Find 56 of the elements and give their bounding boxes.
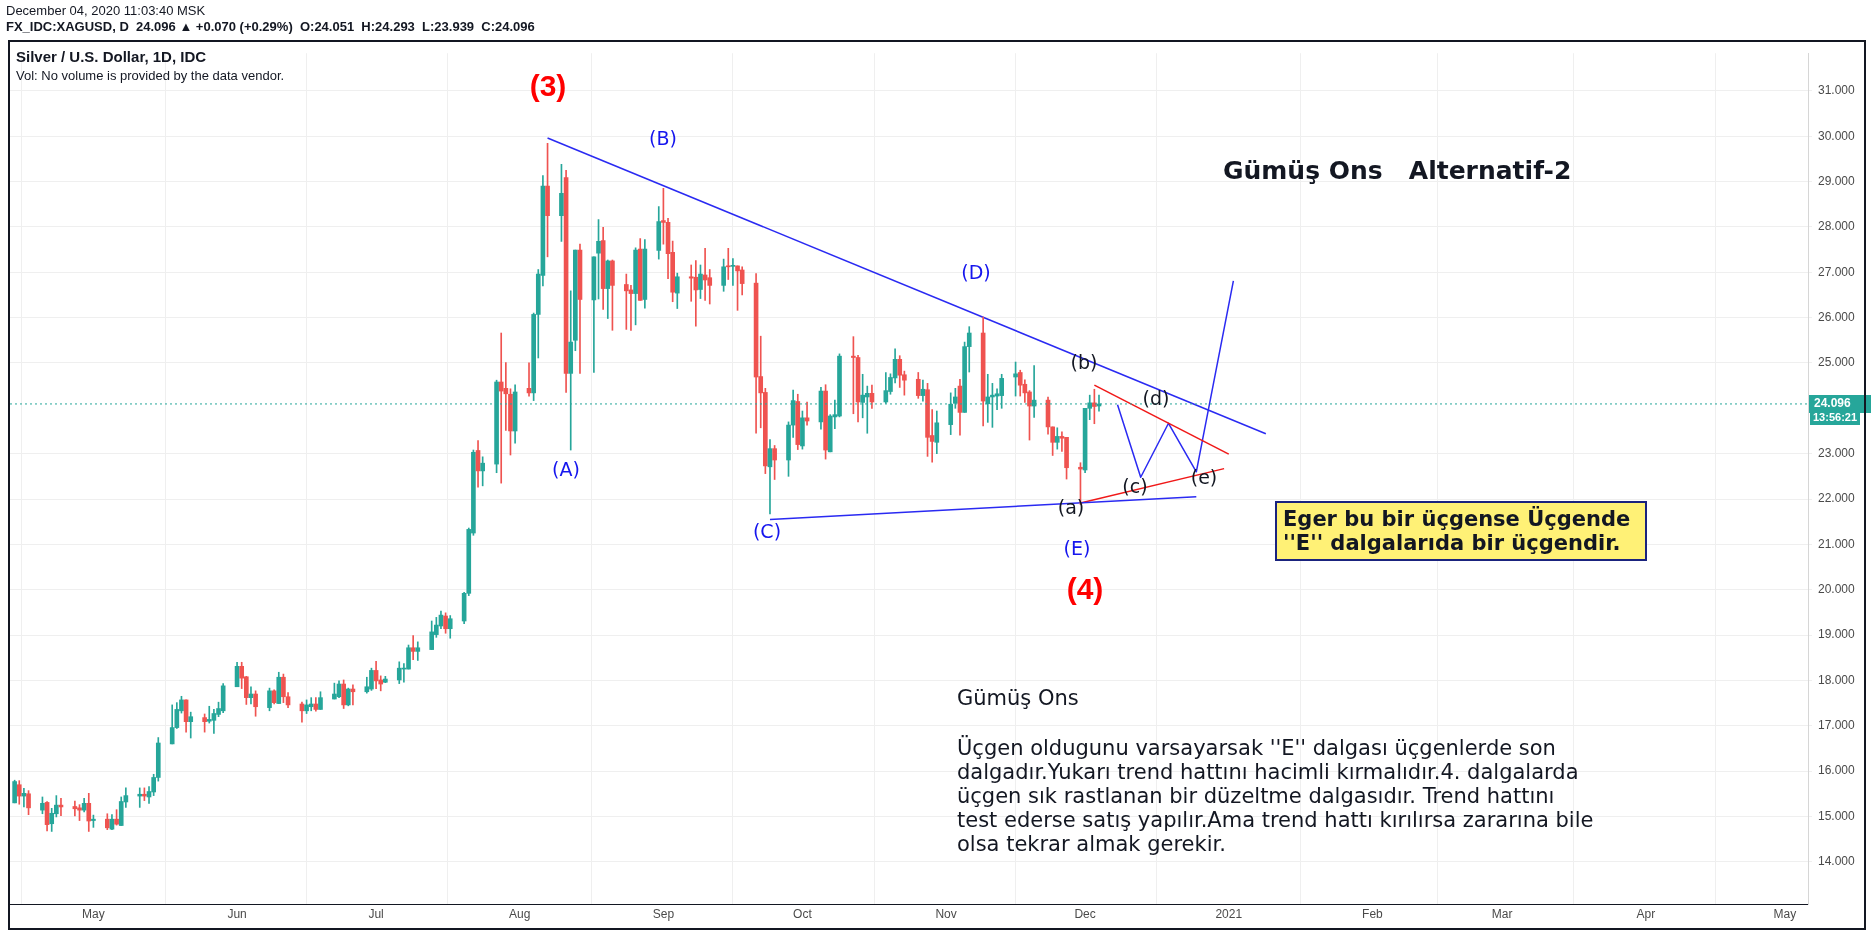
y-tick-label: 26.000: [1818, 309, 1856, 324]
annotation: (D): [961, 261, 991, 283]
x-tick-label: Oct: [793, 906, 813, 921]
y-tick-label: 14.000: [1818, 854, 1856, 869]
y-tick-label: 28.000: [1818, 219, 1856, 234]
y-tick-label: 21.000: [1818, 536, 1856, 551]
x-tick-label: Aug: [509, 906, 531, 921]
annotation: (4): [1066, 572, 1104, 606]
y-tick-label: 17.000: [1818, 718, 1856, 733]
y-tick-label: 22.000: [1818, 491, 1856, 506]
candlestick: [410, 635, 416, 660]
annotation: (C): [752, 520, 782, 542]
x-tick-label: Nov: [935, 906, 957, 921]
text: Vol: No volume is provided by the data vendor.: [16, 68, 285, 83]
text: December 04, 2020 11:03:40 MSK: [6, 3, 206, 18]
candlestick: [730, 258, 736, 286]
annotation: Gümüş Ons: [957, 686, 1079, 710]
y-tick-label: 29.000: [1818, 173, 1856, 188]
x-tick-label: Apr: [1636, 906, 1656, 921]
x-tick-label: 2021: [1215, 906, 1243, 921]
y-tick-label: 15.000: [1818, 808, 1856, 823]
x-tick-label: Sep: [652, 906, 675, 921]
annotation: (e): [1190, 466, 1218, 488]
chart-title: Silver / U.S. Dollar, 1D, IDC: [16, 48, 207, 65]
candlestick: [498, 332, 504, 484]
x-tick-label: May: [1773, 906, 1797, 921]
text: FX_IDC:XAGUSD, D 24.096 ▲ +0.070 (+0.29%) O:24.051 H:24.293 L:23.939 C:24.096: [6, 19, 535, 34]
text: 13:56:21: [1810, 409, 1861, 425]
candlestick: [188, 711, 194, 739]
x-tick-label: Feb: [1362, 906, 1384, 921]
x-tick-label: Jun: [227, 906, 247, 921]
y-tick-label: 19.000: [1818, 627, 1856, 642]
y-tick-label: 18.000: [1818, 672, 1856, 687]
candlestick: [725, 247, 731, 280]
y-tick-label: 16.000: [1818, 763, 1856, 778]
candlestick: [624, 273, 629, 330]
annotation: Gümüş Ons Alternatif-2: [1223, 156, 1572, 185]
y-tick-label: 23.000: [1818, 445, 1856, 460]
x-tick-label: Dec: [1074, 906, 1096, 921]
y-tick-label: 25.000: [1818, 355, 1856, 370]
x-tick-label: Jul: [368, 906, 384, 921]
x-tick-label: May: [82, 906, 105, 921]
y-tick-label: 31.000: [1818, 83, 1856, 98]
y-tick-label: 27.000: [1818, 264, 1856, 279]
annotation: (B): [649, 127, 677, 149]
ref-line-label: 24.096: [1814, 396, 1852, 411]
annotation: Üçgen oldugunu varsayarsak ''E'' dalgası üçgenlerde son dalgadır.Yukarı trend hattını hacimli kırmalıdır.4. dalgalarda üçgen sık rastlanan bir düzeltme dalgasıdır. Trend hattını test ederse satış yapılır.Ama trend hattı kırılırsa zararına bile olsa tekrar almak gerekir.: [957, 736, 1595, 856]
y-tick-label: 20.000: [1818, 582, 1856, 597]
annotation: (d): [1142, 387, 1170, 409]
annotation: (3): [529, 69, 567, 103]
candlestick: [308, 697, 314, 712]
annotation: (A): [552, 458, 580, 480]
y-tick-label: 30.000: [1818, 128, 1856, 143]
annotation: Eger bu bir üçgense Üçgende ''E'' dalgalarıda bir üçgendir.: [1275, 501, 1647, 561]
annotation: (E): [1063, 537, 1091, 559]
x-tick-label: Mar: [1491, 906, 1513, 921]
